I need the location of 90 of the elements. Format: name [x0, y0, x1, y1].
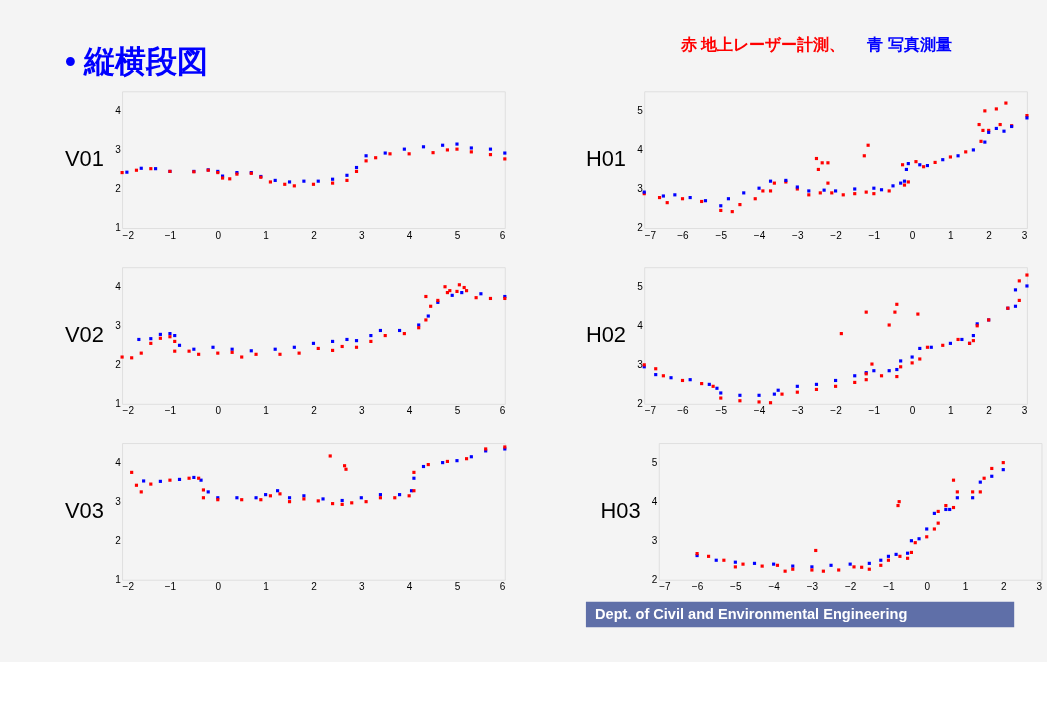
y-tick-label: 4 — [115, 105, 122, 117]
x-tick-label: 3 — [358, 229, 365, 241]
x-tick-label: −2 — [830, 405, 843, 417]
y-tick-label: 5 — [637, 105, 644, 117]
y-tick-label: 5 — [651, 456, 658, 468]
y-tick-label: 2 — [115, 359, 122, 371]
x-tick-label: −4 — [753, 405, 766, 417]
x-tick-label: 0 — [909, 229, 916, 241]
x-tick-label: 1 — [962, 581, 969, 593]
y-tick-label: 3 — [115, 144, 122, 156]
x-tick-label: −7 — [659, 581, 672, 593]
x-tick-label: 6 — [499, 405, 506, 417]
x-tick-label: 4 — [406, 581, 413, 593]
x-tick-label: 0 — [215, 229, 222, 241]
y-axis-title: V02 — [64, 321, 104, 347]
y-tick-label: 3 — [651, 534, 658, 546]
x-tick-label: −6 — [677, 229, 690, 241]
x-tick-label: −4 — [753, 229, 766, 241]
x-tick-label: 3 — [1036, 581, 1043, 593]
x-tick-label: 5 — [454, 581, 461, 593]
x-tick-label: −2 — [830, 229, 843, 241]
x-tick-label: −6 — [691, 581, 704, 593]
x-tick-label: −7 — [644, 405, 657, 417]
y-tick-label: 3 — [637, 183, 644, 195]
x-tick-label: −1 — [164, 581, 177, 593]
y-tick-label: 4 — [637, 319, 644, 331]
x-tick-label: −3 — [806, 581, 819, 593]
y-axis-title: V01 — [64, 146, 104, 172]
x-tick-label: 5 — [454, 405, 461, 417]
text: 青 写真測量 — [866, 35, 953, 54]
x-tick-label: −5 — [730, 581, 742, 593]
y-tick-label: 3 — [637, 359, 644, 371]
chart-title: • 縦横段図 — [64, 44, 209, 80]
y-axis-title: H03 — [600, 497, 641, 523]
y-tick-label: 4 — [115, 456, 122, 468]
x-tick-label: 3 — [1021, 405, 1028, 417]
x-tick-label: 0 — [909, 405, 916, 417]
x-tick-label: −4 — [768, 581, 781, 593]
x-tick-label: 2 — [311, 581, 318, 593]
x-tick-label: 3 — [358, 405, 365, 417]
text: 赤 地上レーザー計測、 — [679, 35, 846, 54]
x-tick-label: −2 — [122, 581, 135, 593]
x-tick-label: −1 — [164, 405, 177, 417]
x-tick-label: 1 — [948, 405, 955, 417]
y-axis-title: H02 — [585, 321, 627, 347]
y-axis-title: V03 — [64, 497, 104, 523]
x-tick-label: 6 — [499, 581, 506, 593]
x-tick-label: −1 — [164, 229, 177, 241]
x-tick-label: 3 — [1021, 229, 1028, 241]
text: Dept. of Civil and Environmental Engineering — [595, 605, 908, 622]
x-tick-label: 1 — [263, 581, 270, 593]
x-tick-label: 1 — [263, 405, 270, 417]
x-tick-label: −1 — [868, 229, 881, 241]
y-tick-label: 2 — [651, 573, 658, 585]
y-tick-label: 4 — [115, 280, 122, 292]
y-tick-label: 2 — [115, 534, 122, 546]
x-tick-label: 3 — [358, 581, 365, 593]
x-tick-label: 2 — [986, 405, 993, 417]
y-tick-label: 5 — [637, 280, 644, 292]
y-tick-label: 1 — [115, 573, 122, 585]
y-tick-label: 2 — [115, 183, 122, 195]
x-tick-label: 2 — [1000, 581, 1007, 593]
x-tick-label: 2 — [311, 405, 318, 417]
x-tick-label: −1 — [883, 581, 896, 593]
y-tick-label: 4 — [637, 144, 644, 156]
x-tick-label: −5 — [715, 405, 728, 417]
y-tick-label: 3 — [115, 319, 122, 331]
x-tick-label: 1 — [263, 229, 270, 241]
x-tick-label: 2 — [986, 229, 993, 241]
y-tick-label: 4 — [651, 495, 658, 507]
x-tick-label: 0 — [215, 581, 222, 593]
x-tick-label: 1 — [948, 229, 955, 241]
x-tick-label: 5 — [454, 229, 461, 241]
x-tick-label: 0 — [215, 405, 222, 417]
x-tick-label: −1 — [868, 405, 881, 417]
x-tick-label: −3 — [792, 405, 804, 417]
x-tick-label: 4 — [406, 405, 413, 417]
x-tick-label: 2 — [311, 229, 318, 241]
x-tick-label: −2 — [844, 581, 857, 593]
x-tick-label: −7 — [644, 229, 657, 241]
x-tick-label: −6 — [677, 405, 690, 417]
x-tick-label: −2 — [122, 229, 135, 241]
x-tick-label: 4 — [406, 229, 413, 241]
x-tick-label: −2 — [122, 405, 135, 417]
y-tick-label: 3 — [115, 495, 122, 507]
x-tick-label: −5 — [715, 229, 728, 241]
y-axis-title: H01 — [585, 146, 627, 172]
x-tick-label: 6 — [499, 229, 506, 241]
x-tick-label: 0 — [924, 581, 931, 593]
x-tick-label: −3 — [792, 229, 804, 241]
